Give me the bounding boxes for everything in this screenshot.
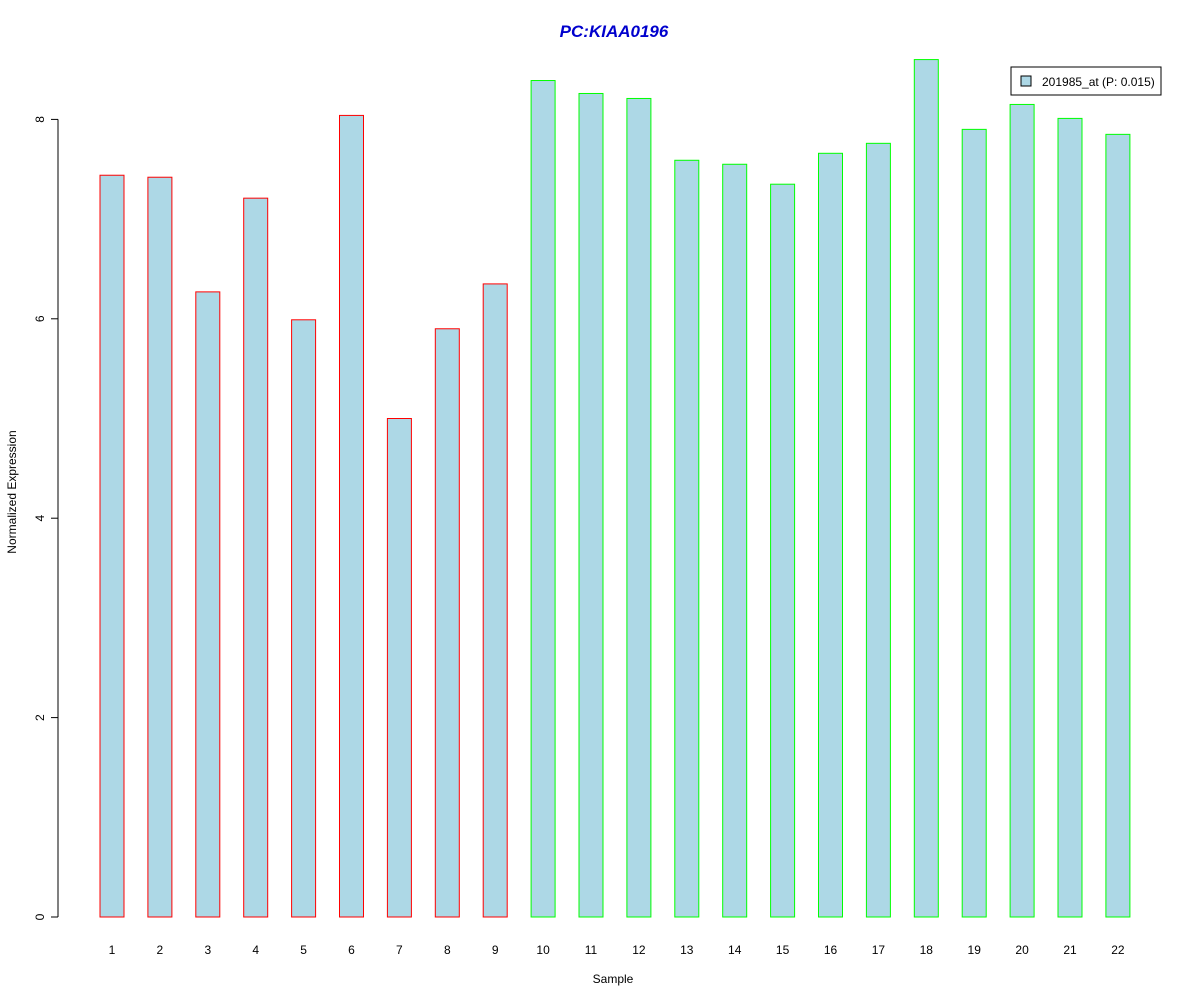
bars [99, 59, 1131, 918]
x-tick-label: 12 [632, 943, 646, 957]
y-tick-label: 4 [33, 515, 47, 522]
y-tick-label: 0 [33, 913, 47, 920]
bar-sample-7 [386, 418, 412, 918]
x-tick-label: 6 [348, 943, 355, 957]
x-tick-label: 7 [396, 943, 403, 957]
legend-label: 201985_at (P: 0.015) [1042, 75, 1155, 89]
legend-swatch [1020, 75, 1032, 87]
x-tick-label: 15 [776, 943, 790, 957]
bar-sample-16 [818, 152, 843, 918]
legend: 201985_at (P: 0.015) [1010, 66, 1162, 96]
y-axis: 0 2 4 6 8 [33, 116, 59, 920]
x-tick-label: 2 [157, 943, 164, 957]
x-axis-label: Sample [593, 972, 634, 986]
legend-box [1010, 66, 1162, 96]
bar-sample-6 [339, 114, 364, 918]
x-tick-label: 13 [680, 943, 694, 957]
bar-sample-4 [243, 197, 269, 918]
bar-sample-3 [195, 291, 221, 918]
y-tick-label: 2 [33, 714, 47, 721]
x-tick-label: 5 [300, 943, 307, 957]
bar-sample-12 [626, 97, 652, 918]
bar-sample-19 [961, 128, 987, 918]
x-tick-label: 16 [824, 943, 838, 957]
x-tick-label: 21 [1063, 943, 1077, 957]
bar-sample-22 [1105, 133, 1131, 918]
bar-sample-9 [482, 283, 508, 918]
x-tick-label: 9 [492, 943, 499, 957]
bar-sample-17 [865, 142, 891, 918]
x-tick-label: 20 [1015, 943, 1029, 957]
x-tick-label: 1 [109, 943, 116, 957]
bar-sample-13 [674, 159, 700, 918]
y-axis-label: Normalized Expression [5, 430, 19, 553]
x-tick-labels: 1 2 3 4 5 6 7 8 9 10 11 12 13 14 15 16 17 18 19 20 21 22 [109, 943, 1125, 957]
x-tick-label: 3 [204, 943, 211, 957]
bar-sample-1 [99, 174, 125, 918]
bar-sample-10 [530, 80, 556, 918]
x-tick-label: 19 [968, 943, 982, 957]
bar-sample-11 [578, 92, 604, 918]
x-tick-label: 8 [444, 943, 451, 957]
bar-sample-5 [291, 319, 317, 918]
y-tick-label: 6 [33, 315, 47, 322]
bar-sample-21 [1057, 117, 1083, 918]
x-tick-label: 10 [536, 943, 550, 957]
bar-sample-14 [722, 163, 748, 918]
bar-sample-20 [1009, 103, 1035, 918]
bar-sample-8 [434, 328, 460, 918]
x-tick-label: 17 [872, 943, 886, 957]
x-tick-label: 4 [252, 943, 259, 957]
x-tick-label: 14 [728, 943, 742, 957]
bar-sample-18 [913, 59, 939, 918]
bar-sample-15 [770, 183, 796, 918]
x-tick-label: 18 [920, 943, 934, 957]
bar-sample-2 [147, 176, 173, 918]
y-tick-label: 8 [33, 116, 47, 123]
x-tick-label: 22 [1111, 943, 1125, 957]
x-tick-label: 11 [585, 943, 598, 957]
chart-title: PC:KIAA0196 [560, 22, 669, 41]
